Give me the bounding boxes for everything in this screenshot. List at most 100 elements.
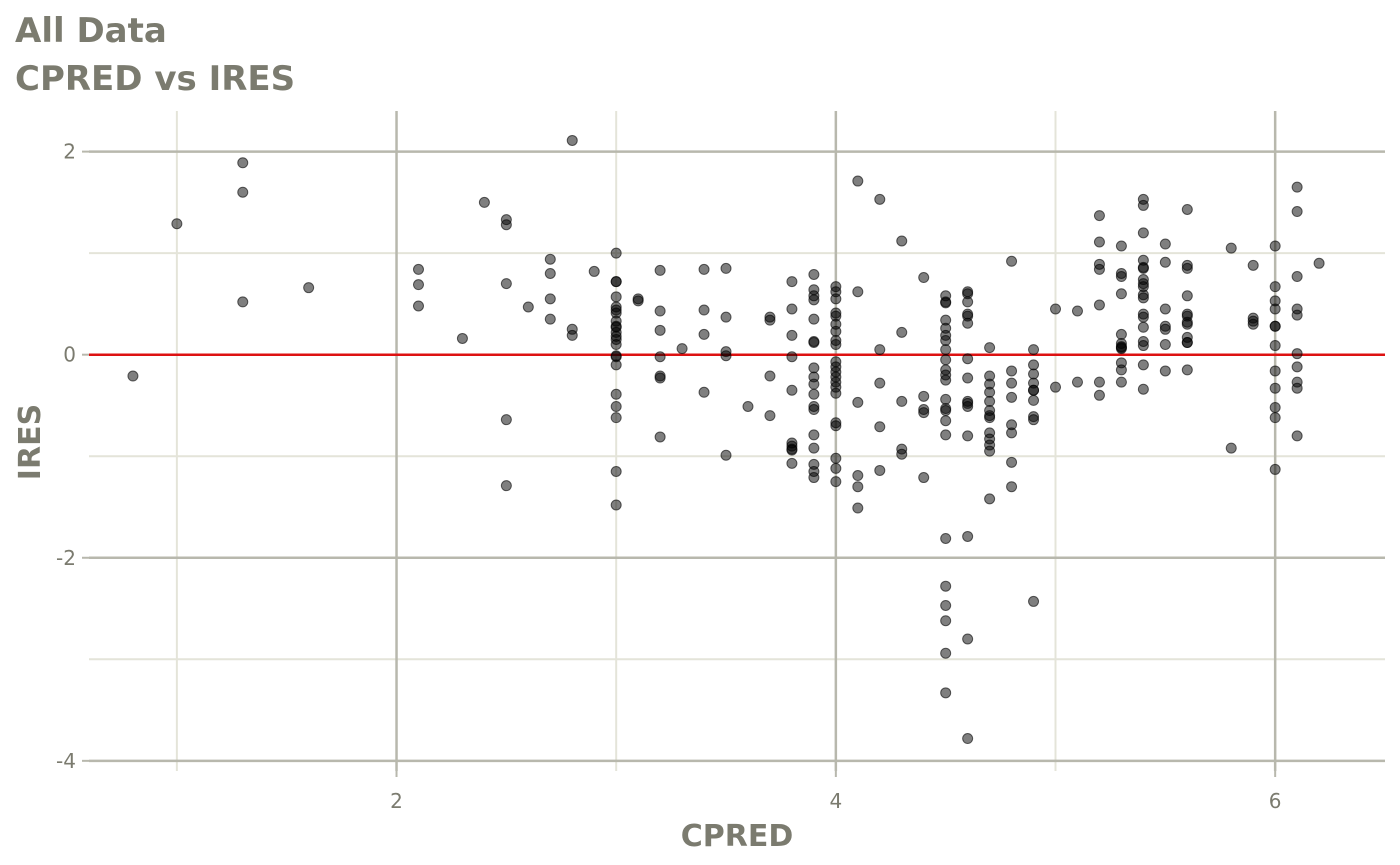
data-point bbox=[698, 328, 710, 340]
data-point bbox=[1093, 210, 1105, 222]
data-point bbox=[808, 442, 820, 454]
data-point bbox=[808, 388, 820, 400]
data-point bbox=[940, 599, 952, 611]
data-point bbox=[1093, 299, 1105, 311]
data-point bbox=[830, 420, 842, 432]
data-point bbox=[1028, 344, 1040, 356]
data-point bbox=[1093, 258, 1105, 270]
data-point bbox=[1291, 181, 1303, 193]
data-point bbox=[1137, 292, 1149, 304]
data-point bbox=[1028, 384, 1040, 396]
data-point bbox=[127, 370, 139, 382]
chart-subtitle: CPRED vs IRES bbox=[15, 59, 296, 99]
data-point bbox=[940, 393, 952, 405]
data-point bbox=[654, 305, 666, 317]
data-point bbox=[654, 351, 666, 363]
data-point bbox=[1291, 361, 1303, 373]
data-point bbox=[1028, 359, 1040, 371]
data-point bbox=[1269, 240, 1281, 252]
data-point bbox=[808, 429, 820, 441]
data-point bbox=[171, 218, 183, 230]
data-point bbox=[1115, 376, 1127, 388]
data-point bbox=[456, 332, 468, 344]
x-tick-label: 2 bbox=[390, 789, 403, 813]
data-point bbox=[896, 395, 908, 407]
data-point bbox=[940, 429, 952, 441]
data-point bbox=[852, 502, 864, 514]
data-point bbox=[764, 370, 776, 382]
data-point bbox=[786, 444, 798, 456]
data-point bbox=[940, 687, 952, 699]
data-point bbox=[610, 291, 622, 303]
x-axis-ticks: 2 4 6 bbox=[390, 771, 1282, 813]
data-point bbox=[1006, 456, 1018, 468]
x-tick-label: 4 bbox=[829, 789, 842, 813]
data-point bbox=[698, 263, 710, 275]
data-point bbox=[1093, 389, 1105, 401]
data-point bbox=[1247, 259, 1259, 271]
data-point bbox=[1159, 365, 1171, 377]
data-point bbox=[1181, 259, 1193, 271]
y-tick-label: -2 bbox=[56, 546, 76, 570]
data-point bbox=[1269, 365, 1281, 377]
data-point bbox=[984, 378, 996, 390]
data-point bbox=[1115, 288, 1127, 300]
data-point bbox=[808, 337, 820, 349]
data-point bbox=[1093, 236, 1105, 248]
data-point bbox=[918, 407, 930, 419]
data-point bbox=[610, 412, 622, 424]
data-point bbox=[720, 449, 732, 461]
data-point bbox=[830, 293, 842, 305]
y-tick-label: 2 bbox=[63, 140, 76, 164]
data-point bbox=[962, 633, 974, 645]
data-point bbox=[852, 286, 864, 298]
data-point bbox=[1313, 257, 1325, 269]
data-point bbox=[962, 372, 974, 384]
data-point bbox=[412, 263, 424, 275]
data-point bbox=[1247, 315, 1259, 327]
data-point bbox=[852, 396, 864, 408]
data-point bbox=[1291, 348, 1303, 360]
data-point bbox=[874, 421, 886, 433]
data-point bbox=[237, 186, 249, 198]
data-point bbox=[808, 362, 820, 374]
data-point bbox=[500, 414, 512, 426]
data-point bbox=[610, 359, 622, 371]
x-axis-title: CPRED bbox=[681, 819, 794, 854]
data-point bbox=[1181, 203, 1193, 215]
data-point bbox=[720, 262, 732, 274]
data-point bbox=[1291, 382, 1303, 394]
data-point bbox=[610, 400, 622, 412]
data-point bbox=[1093, 376, 1105, 388]
data-point bbox=[478, 196, 490, 208]
data-point bbox=[610, 499, 622, 511]
data-point bbox=[940, 580, 952, 592]
data-point bbox=[874, 377, 886, 389]
data-point bbox=[1028, 411, 1040, 423]
data-point bbox=[874, 344, 886, 356]
data-point bbox=[500, 219, 512, 231]
data-point bbox=[808, 404, 820, 416]
data-point bbox=[1269, 463, 1281, 475]
data-point bbox=[610, 276, 622, 288]
data-point bbox=[1071, 376, 1083, 388]
data-point bbox=[1225, 242, 1237, 254]
data-point bbox=[1028, 595, 1040, 607]
data-point bbox=[237, 157, 249, 169]
data-point bbox=[940, 329, 952, 341]
data-point bbox=[1028, 394, 1040, 406]
data-point bbox=[1115, 338, 1127, 350]
data-point bbox=[764, 410, 776, 422]
data-point bbox=[522, 301, 534, 313]
data-point bbox=[786, 457, 798, 469]
data-point bbox=[1028, 368, 1040, 380]
data-point bbox=[1115, 364, 1127, 376]
data-point bbox=[984, 445, 996, 457]
data-point bbox=[654, 324, 666, 336]
data-point bbox=[830, 376, 842, 388]
data-point bbox=[303, 282, 315, 294]
data-point bbox=[1006, 427, 1018, 439]
data-point bbox=[1137, 340, 1149, 352]
data-point bbox=[500, 480, 512, 492]
